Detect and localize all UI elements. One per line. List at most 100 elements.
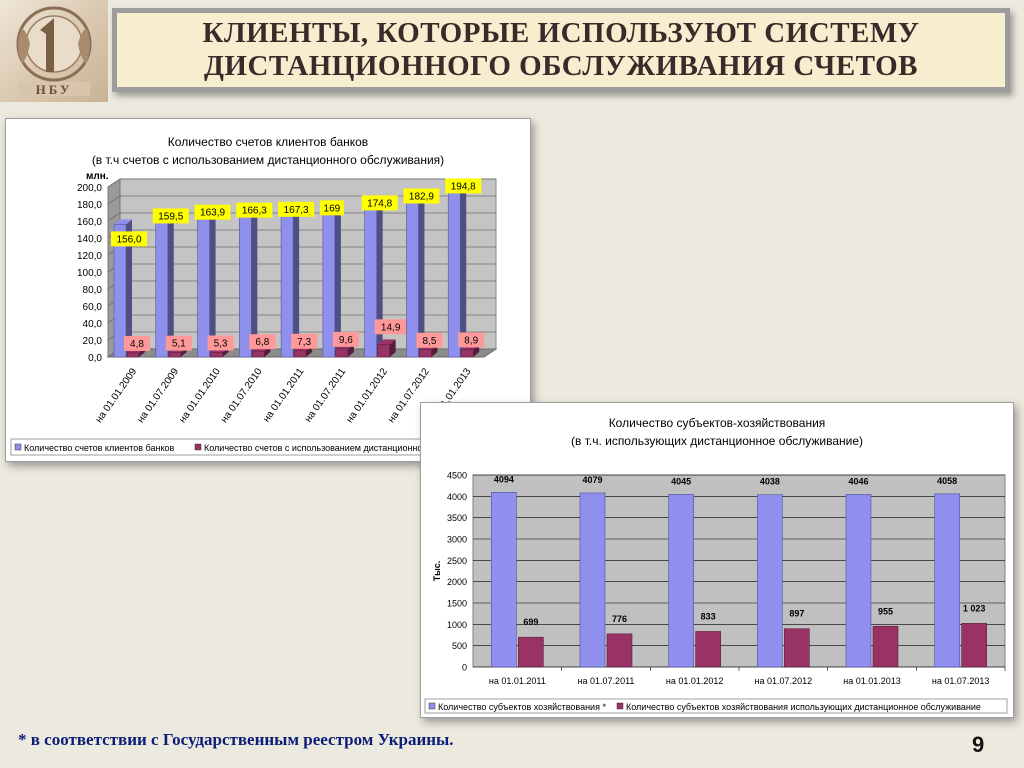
data-label-entities: 4058 [937, 476, 957, 486]
y-tick-label: 40,0 [83, 319, 103, 330]
bar-accounts-side [376, 203, 383, 357]
data-label-bg [152, 208, 189, 224]
data-label-bg [332, 331, 359, 347]
x-tick-label: на 01.01.2009 [94, 366, 140, 425]
x-tick-label: на 01.07.2012 [755, 676, 813, 686]
data-label-remote-accounts: 7,3 [297, 337, 311, 348]
bar-accounts [364, 208, 377, 358]
data-label-entities: 4079 [582, 475, 602, 485]
bar-remote-accounts [168, 352, 182, 358]
bar-remote-accounts-side [473, 344, 480, 357]
bar-entities [668, 494, 694, 668]
bar-remote-accounts [335, 348, 349, 358]
data-label-bg [194, 204, 231, 220]
bar-accounts-top [114, 219, 132, 225]
legend-swatch-entities [428, 702, 436, 710]
data-label-entities: 4094 [494, 474, 514, 484]
legend-box [424, 698, 1008, 714]
bar-entities [579, 492, 606, 668]
x-tick-label: на 01.07.2010 [219, 366, 265, 425]
y-tick-label: 500 [452, 641, 467, 651]
entities-chart-panel: Количество субъектов-хозяйствования (в т.… [420, 402, 1014, 718]
data-label-accounts: 182,9 [409, 192, 434, 203]
bar-remote-entities [606, 633, 633, 668]
data-label-accounts: 166,3 [242, 206, 267, 217]
bar-accounts-side [167, 216, 174, 357]
legend-swatch-accounts [14, 443, 22, 451]
bar-remote-entities [518, 636, 544, 668]
page-number: 9 [972, 732, 985, 757]
chart-title: Количество субъектов-хозяйствования [609, 416, 826, 430]
y-tick-label: 4500 [447, 471, 467, 481]
y-tick-label: 1000 [447, 620, 467, 630]
bar-remote-entities [961, 623, 987, 668]
data-label-bg [458, 332, 485, 348]
bar-remote-entities [784, 628, 810, 668]
data-label-accounts: 169 [324, 203, 341, 214]
legend-label-entities: Количество субъектов хозяйствования * [438, 702, 606, 712]
data-label-accounts: 194,8 [451, 181, 476, 192]
bar-remote-accounts [377, 344, 390, 358]
bar-entities [845, 494, 872, 668]
data-label-remote-accounts: 5,3 [214, 338, 228, 349]
x-tick-label: на 01.07.2009 [135, 366, 181, 425]
y-tick-label: 4000 [447, 492, 467, 502]
data-label-remote-accounts: 8,9 [464, 335, 478, 346]
data-label-remote-accounts: 9,6 [339, 335, 353, 346]
footnote: * в соответствии с Государственным реест… [18, 730, 454, 749]
x-tick-label: на 01.01.2011 [261, 366, 306, 424]
bar-accounts [447, 191, 461, 358]
data-label-bg [249, 334, 276, 350]
data-label-accounts: 167,3 [284, 205, 309, 216]
data-label-entities: 4038 [760, 477, 780, 487]
y-tick-label: 80,0 [83, 285, 103, 296]
chart-subtitle: (в т.ч. использующих дистанционное обслу… [571, 434, 863, 448]
y-tick-label: 3000 [447, 535, 467, 545]
data-label-remote-accounts: 5,1 [172, 339, 186, 350]
data-label-accounts: 156,0 [116, 234, 141, 245]
bar-remote-accounts [252, 350, 265, 358]
data-label-bg [416, 332, 443, 348]
chart-subtitle: (в т.ч счетов с использованием дистанцио… [92, 153, 444, 167]
legend-label-remote-accounts: Количество счетов с использованием диста… [204, 443, 493, 453]
data-label-bg [207, 335, 234, 351]
x-tick-label: на 01.01.2012 [344, 366, 390, 425]
y-tick-label: 20,0 [83, 336, 103, 347]
y-axis-unit-label: Тыс. [432, 561, 442, 582]
data-label-entities: 4045 [671, 476, 691, 486]
legend-swatch-remote-accounts [194, 443, 202, 451]
x-tick-label: на 01.07.2013 [932, 676, 990, 686]
bar-entities [757, 494, 783, 668]
bar-remote-accounts [293, 350, 307, 358]
y-tick-label: 60,0 [83, 302, 103, 313]
data-label-remote-entities: 897 [789, 609, 804, 619]
data-label-bg [111, 231, 147, 247]
bar-accounts-side [209, 212, 216, 357]
bar-accounts-side [460, 186, 467, 357]
bar-remote-entities [872, 625, 899, 668]
legend-label-remote-entities: Количество субъектов хозяйствования испо… [626, 702, 981, 712]
data-label-remote-accounts: 14,9 [381, 322, 401, 333]
bar-entities [491, 492, 517, 668]
bar-accounts-side [293, 209, 300, 357]
data-label-bg [361, 195, 398, 211]
y-tick-label: 140,0 [77, 234, 102, 245]
y-tick-label: 200,0 [77, 183, 102, 194]
data-label-bg [124, 335, 150, 351]
plot-area [472, 474, 1006, 668]
data-label-remote-entities: 833 [701, 611, 716, 621]
bar-remote-accounts [210, 352, 223, 358]
data-label-bg [291, 333, 318, 349]
data-label-remote-accounts: 6,8 [255, 337, 269, 348]
y-axis-unit-label: млн. [86, 171, 109, 182]
y-tick-label: 0 [462, 663, 467, 673]
legend-label-accounts: Количество счетов клиентов банков [24, 443, 175, 453]
x-tick-label: на 01.01.2010 [177, 366, 223, 425]
y-tick-label: 120,0 [77, 251, 102, 262]
bar-remote-accounts-side [347, 343, 354, 357]
data-label-bg [165, 335, 192, 351]
data-label-remote-entities: 776 [612, 614, 627, 624]
nbu-emblem-icon: НБУ [16, 6, 92, 97]
bar-remote-accounts-side [431, 344, 438, 357]
bar-accounts-side [251, 210, 258, 357]
